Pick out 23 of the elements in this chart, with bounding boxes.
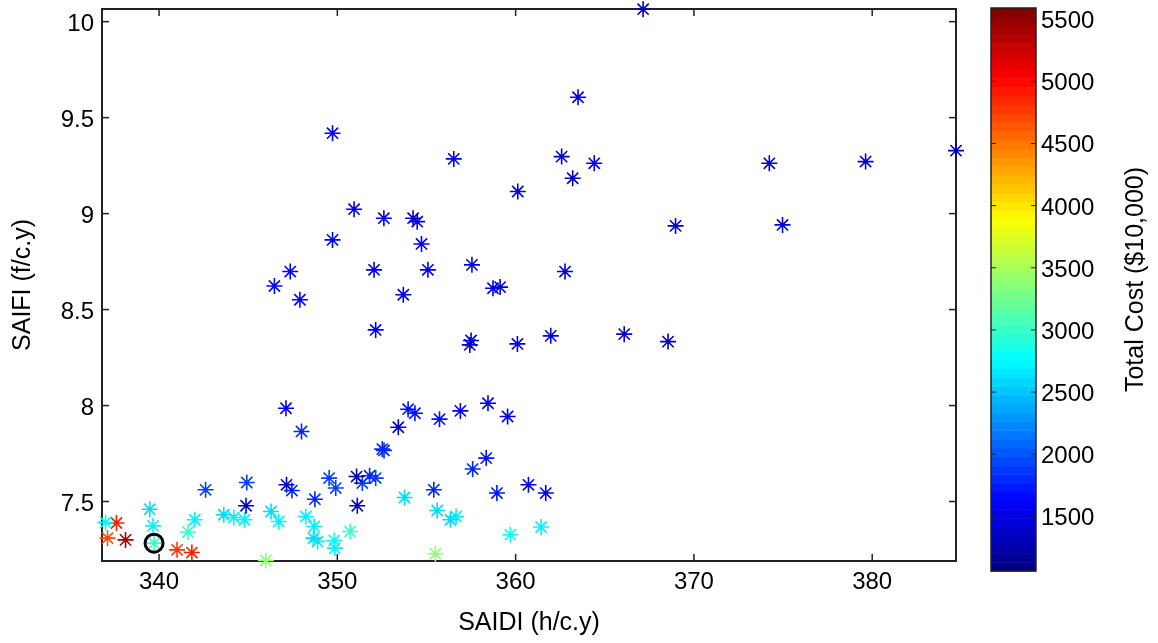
y-tick-label: 9 xyxy=(80,200,94,228)
x-axis-title: SAIDI (h/c.y) xyxy=(458,607,600,635)
y-tick-label: 10 xyxy=(67,8,94,36)
y-axis-title: SAIFI (f/c.y) xyxy=(7,219,35,351)
color-bar-label: 4500 xyxy=(1041,130,1095,158)
color-bar-label: 3500 xyxy=(1041,254,1095,282)
y-tick-label: 8 xyxy=(80,392,94,420)
x-tick-label: 370 xyxy=(673,567,714,594)
color-bar-label: 4000 xyxy=(1041,192,1095,220)
y-tick-label: 7.5 xyxy=(60,488,94,516)
x-tick-label: 380 xyxy=(852,567,893,594)
color-bar-label: 5000 xyxy=(1041,68,1095,96)
x-tick-label: 350 xyxy=(317,567,358,594)
x-tick-label: 360 xyxy=(495,567,536,594)
y-tick-label: 9.5 xyxy=(60,104,94,132)
color-bar-label: 2000 xyxy=(1041,441,1095,469)
color-bar-label: 5500 xyxy=(1041,6,1095,34)
color-bar-label: 1500 xyxy=(1041,503,1095,531)
y-tick-label: 8.5 xyxy=(60,296,94,324)
x-tick-label: 340 xyxy=(139,567,180,594)
color-bar-label: 2500 xyxy=(1041,379,1095,407)
color-bar-label: 3000 xyxy=(1041,316,1095,344)
color-bar-title: Total Cost ($10,000) xyxy=(1120,166,1148,393)
